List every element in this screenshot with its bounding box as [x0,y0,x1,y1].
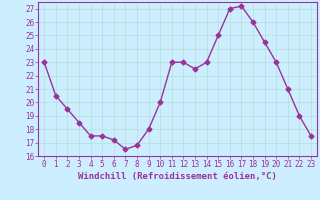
X-axis label: Windchill (Refroidissement éolien,°C): Windchill (Refroidissement éolien,°C) [78,172,277,181]
